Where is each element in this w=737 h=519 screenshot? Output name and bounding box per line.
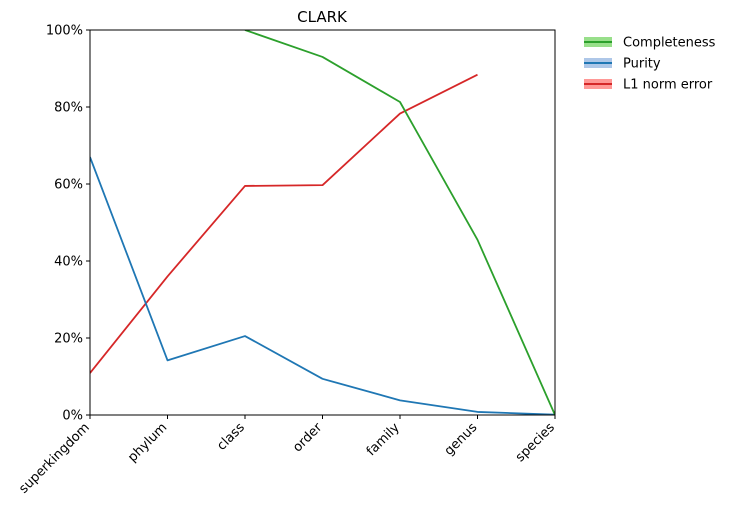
x-tick-label: order xyxy=(290,420,326,456)
y-tick-label: 0% xyxy=(62,409,83,424)
plot-frame xyxy=(89,29,556,416)
legend-label: Completeness xyxy=(623,36,716,51)
series-line-completeness xyxy=(244,30,555,415)
legend-label: L1 norm error xyxy=(623,78,713,93)
series-line-purity xyxy=(90,156,555,415)
x-tick-label: phylum xyxy=(125,420,170,465)
legend: Completeness Purity L1 norm error xyxy=(584,36,716,93)
x-tick-label: species xyxy=(513,420,558,465)
y-tick-label: 80% xyxy=(54,101,83,116)
y-tick-label: 20% xyxy=(54,332,83,347)
y-tick-label: 40% xyxy=(54,255,83,270)
y-axis: 0% 20% 40% 60% 80% 100% xyxy=(46,24,90,424)
x-axis: superkingdom phylum class order family genus s… xyxy=(16,415,558,497)
x-tick-label: superkingdom xyxy=(16,420,92,496)
series-layer xyxy=(90,30,555,415)
y-tick-label: 60% xyxy=(54,178,83,193)
y-tick-label: 100% xyxy=(46,24,83,39)
x-tick-label: genus xyxy=(442,420,481,459)
series-line-l1-norm-error xyxy=(90,73,478,374)
chart-title: CLARK xyxy=(297,8,348,26)
x-tick-label: family xyxy=(364,420,403,459)
legend-label: Purity xyxy=(623,57,661,72)
x-tick-label: class xyxy=(214,420,248,454)
